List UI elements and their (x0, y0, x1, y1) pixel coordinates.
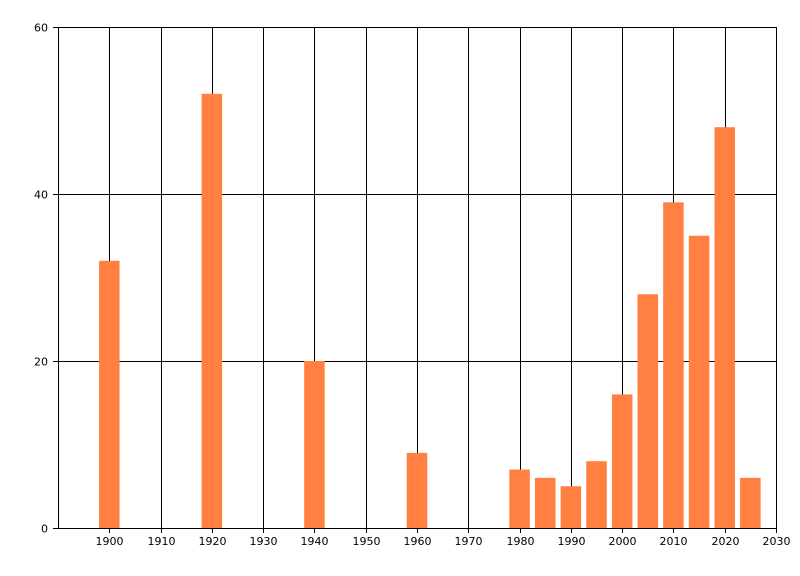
x-tick-label: 1910 (148, 535, 176, 548)
bar (304, 361, 325, 528)
x-tick-label: 1990 (558, 535, 586, 548)
bar (611, 394, 633, 528)
x-tick-label: 1930 (250, 535, 278, 548)
x-tick-label: 1920 (199, 535, 227, 548)
y-tick-label: 60 (34, 22, 48, 35)
y-tick-label: 0 (41, 523, 48, 536)
x-tick-label: 1900 (96, 535, 124, 548)
bar (99, 260, 120, 528)
y-tick-label: 20 (34, 356, 48, 369)
bar (688, 235, 710, 528)
bar (663, 202, 684, 528)
bar (586, 461, 607, 528)
bars (99, 93, 761, 529)
x-tick-label: 1980 (507, 535, 535, 548)
bar (560, 486, 582, 528)
x-tick-label: 1940 (301, 535, 329, 548)
x-tick-label: 2020 (712, 535, 740, 548)
y-axis-ticks: 0 20 40 60 (34, 22, 58, 536)
bar (534, 477, 556, 528)
bar (509, 469, 530, 528)
x-tick-label: 1950 (353, 535, 381, 548)
bar (201, 93, 223, 529)
x-tick-label: 2000 (609, 535, 637, 548)
bar (406, 452, 428, 528)
bar (740, 477, 761, 528)
bar (637, 294, 659, 528)
x-tick-label: 2010 (660, 535, 688, 548)
x-axis-ticks: 1900 1910 1920 1930 1940 1950 1960 1970 1980 1990… (96, 528, 791, 548)
x-tick-label: 1970 (455, 535, 483, 548)
x-tick-label: 2030 (763, 535, 791, 548)
y-tick-label: 40 (34, 189, 48, 202)
bar (714, 127, 735, 528)
x-tick-label: 1960 (404, 535, 432, 548)
